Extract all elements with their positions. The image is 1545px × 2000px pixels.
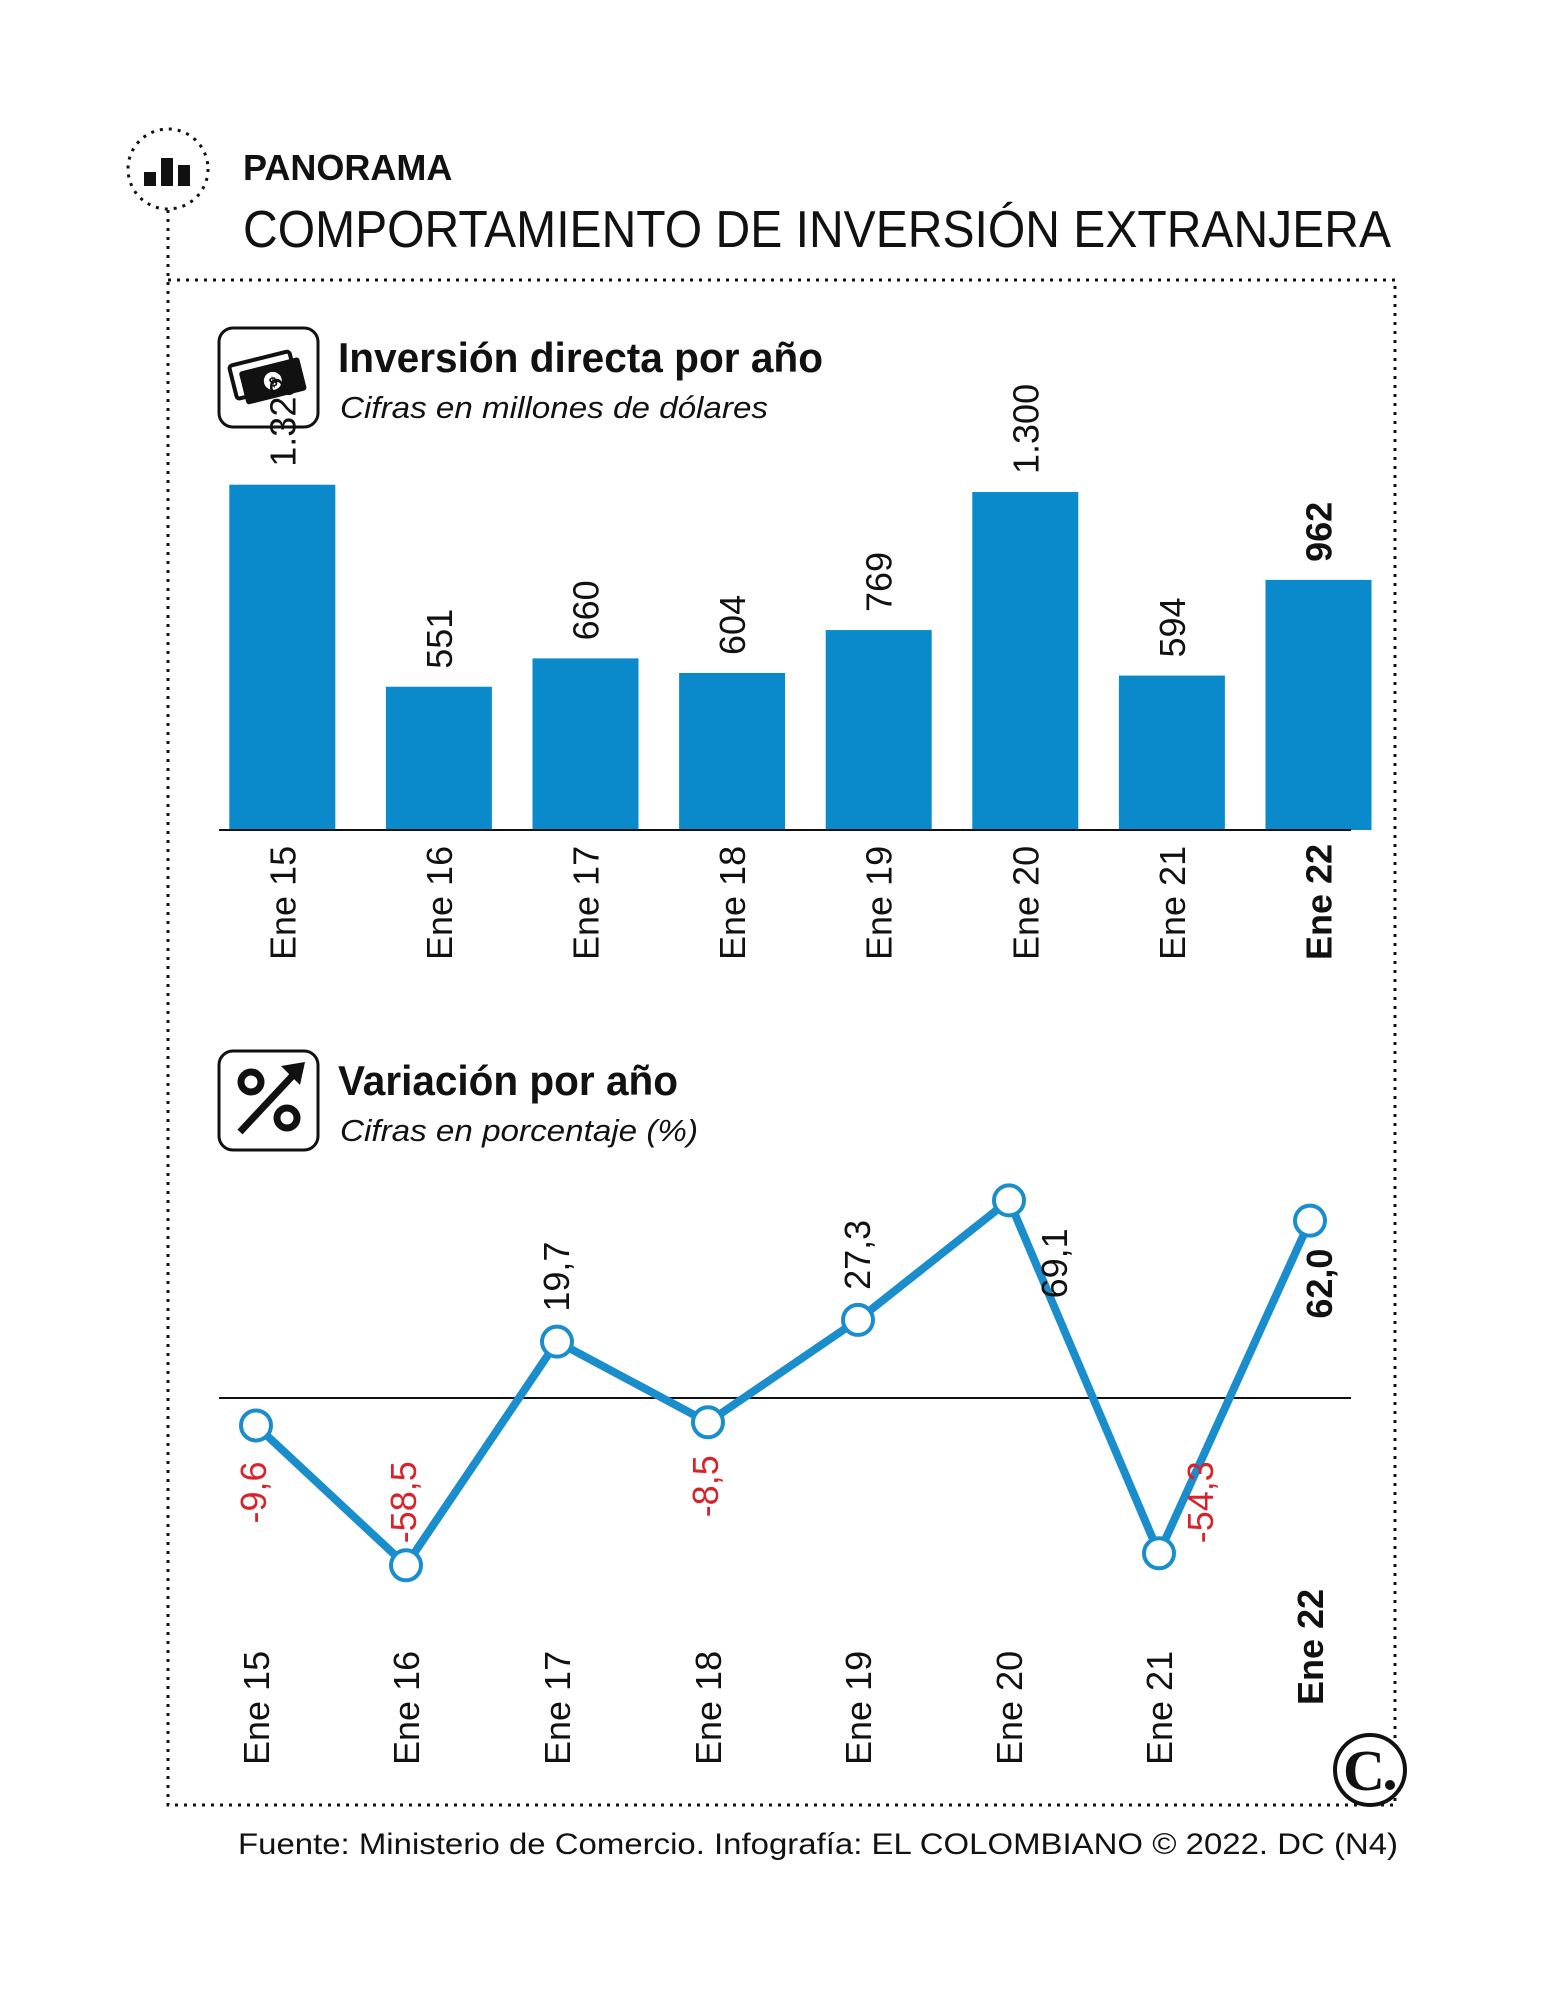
bar-chart-icon [126,127,210,211]
bar-6 [972,492,1079,830]
bar-8 [1265,579,1372,830]
bar-chart-title: Inversión directa por año [338,334,823,381]
content-frame [166,278,1397,1807]
bar-category-label: Ene 17 [566,846,607,960]
bar-category-label: Ene 18 [712,846,753,960]
bar-4 [679,672,786,830]
line-category-label: Ene 22 [1290,1589,1331,1705]
bar-value-label: 604 [712,595,753,655]
line-category-label: Ene 21 [1139,1651,1180,1765]
bar-category-label: Ene 20 [1005,846,1046,960]
el-colombiano-logo: C [1333,1733,1407,1807]
bar-2 [385,686,492,830]
bar-value-label: 1.300 [1005,384,1046,474]
bar-value-label: 769 [859,552,900,612]
line-category-label: Ene 19 [838,1651,879,1765]
line-chart-plot: -9,6 Ene 15 -58,5 Ene 16 19,7 Ene 17 -8,5 Ene 1… [233,1183,1340,1765]
money-icon: $ [217,326,320,429]
line-category-label: Ene 15 [236,1651,277,1765]
line-series [253,1193,1314,1572]
bar-1 [229,484,336,830]
line-point-5 [841,1302,875,1337]
bar-category-label: Ene 16 [419,846,460,960]
line-point-3 [540,1324,574,1359]
line-category-label: Ene 16 [386,1651,427,1765]
line-point-7 [1142,1536,1176,1571]
bar-5 [825,630,932,830]
line-value-label: -58,5 [383,1461,424,1543]
line-chart-title: Variación por año [338,1057,678,1104]
line-value-label: -8,5 [685,1455,726,1517]
line-point-6 [992,1183,1026,1218]
page-title: COMPORTAMIENTO DE INVERSIÓN EXTRANJERA [243,201,1391,259]
bar-3 [532,658,639,830]
line-value-label: 69,1 [1034,1228,1075,1298]
line-category-label: Ene 20 [989,1651,1030,1765]
line-category-label: Ene 18 [688,1651,729,1765]
logo-letter: C [1343,1738,1385,1803]
bar-value-label: 594 [1152,597,1193,657]
line-chart-subtitle: Cifras en porcentaje (%) [340,1113,698,1148]
bar-value-label: 660 [566,580,607,640]
line-point-8 [1293,1203,1327,1238]
bar-chart-subtitle: Cifras en millones de dólares [340,390,768,425]
bar-value-label: 1.328 [262,377,303,467]
bar-category-label: Ene 15 [262,846,303,960]
footer-source: Fuente: Ministerio de Comercio. Infograf… [238,1828,1398,1861]
line-point-4 [691,1405,725,1440]
bar-7 [1118,675,1225,830]
line-value-label: 27,3 [837,1220,878,1290]
line-value-label: 62,0 [1299,1249,1340,1319]
line-value-label: -9,6 [233,1461,274,1523]
bar-chart-plot: 1.328 Ene 15 551 Ene 16 660 Ene 17 604 Ene 18 76… [229,377,1372,960]
line-point-1 [239,1408,273,1443]
line-category-label: Ene 17 [537,1651,578,1765]
bar-category-label: Ene 22 [1299,844,1340,960]
header-kicker: PANORAMA [243,147,452,188]
bar-category-label: Ene 19 [859,846,900,960]
bar-value-label: 551 [419,609,460,669]
bar-category-label: Ene 21 [1152,846,1193,960]
line-point-2 [389,1548,423,1583]
line-value-label: 19,7 [536,1242,577,1312]
bar-value-label: 962 [1299,502,1340,562]
percent-arrow-icon [217,1049,320,1152]
svg-text:$: $ [267,373,279,390]
line-value-label: -54,3 [1180,1461,1221,1543]
